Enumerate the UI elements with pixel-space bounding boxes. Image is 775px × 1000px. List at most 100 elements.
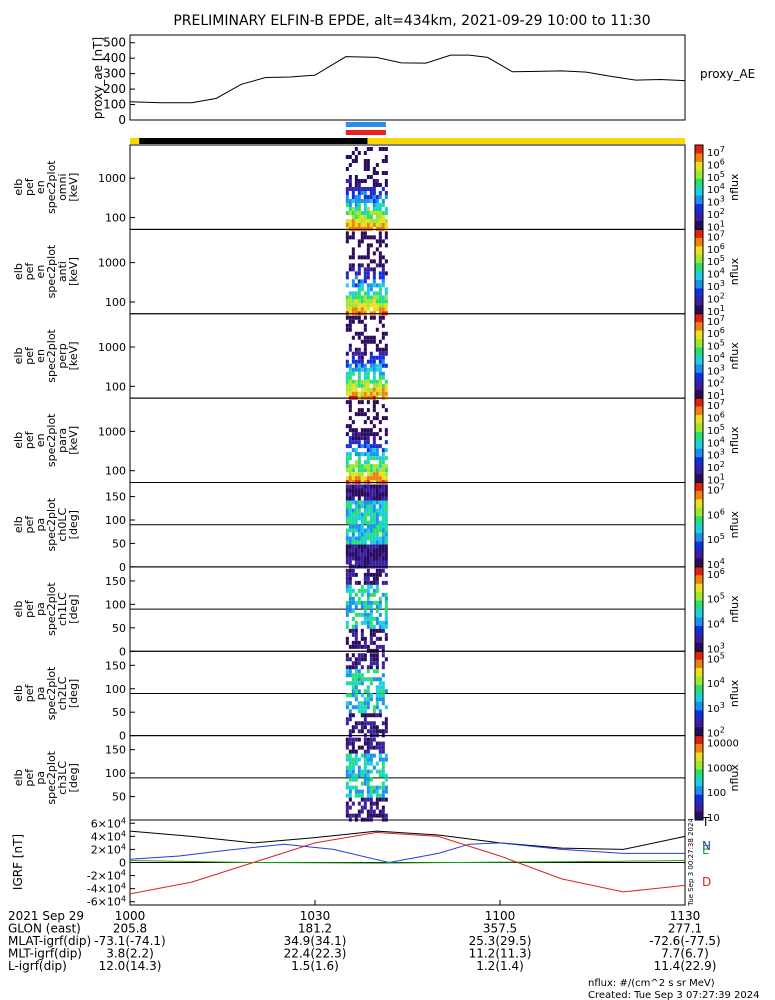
spectrogram-cell	[357, 516, 361, 521]
spectrogram-cell	[351, 440, 355, 445]
spectrogram-cell	[378, 456, 382, 461]
spectrogram-cell	[378, 709, 382, 714]
spectrogram-cell	[354, 195, 358, 199]
spectrogram-cell	[360, 287, 364, 292]
spectrogram-cell	[372, 275, 376, 280]
colorbar-tick-label: 103	[707, 641, 725, 655]
spectrogram-cell	[369, 628, 373, 633]
spectrogram-cell	[366, 283, 370, 288]
spectrogram-cell	[363, 187, 367, 191]
spectrogram-cell	[360, 436, 364, 441]
spectrogram-panel-6: 150100500elbpefpaspec2plotch2LC[deg]1051…	[12, 650, 741, 743]
spectrogram-cell	[381, 484, 385, 489]
spectrogram-cell	[378, 697, 382, 702]
colorbar-tick-label: 102	[707, 726, 725, 740]
spectrogram-cell	[381, 528, 385, 533]
spectrogram-cell	[354, 155, 358, 159]
spectrogram-cell	[369, 809, 373, 814]
spectrogram-cell	[360, 552, 364, 557]
spectrogram-cell	[357, 307, 361, 312]
spectrogram-cell	[345, 363, 349, 368]
spectrogram-cell	[369, 777, 373, 782]
spectrogram-cell	[363, 604, 367, 609]
colorbar-segment	[695, 461, 703, 467]
spectrogram-cell	[366, 745, 370, 750]
spectrogram-cell	[348, 560, 352, 565]
spectrogram-cell	[378, 235, 382, 240]
spectrogram-cell	[354, 203, 358, 207]
colorbar-segment	[695, 803, 703, 808]
spectrogram-cell	[354, 725, 358, 730]
spectrogram-cell	[348, 363, 352, 368]
spectrogram-cell	[363, 279, 367, 284]
spectrogram-cell	[357, 492, 361, 497]
spectrogram-cell	[354, 303, 358, 308]
spectrogram-cell	[378, 283, 382, 288]
spectrogram-cell	[381, 504, 385, 509]
spectrogram-cell	[360, 721, 364, 726]
spectrogram-cell	[348, 404, 352, 409]
spectrogram-cell	[363, 677, 367, 682]
spectrogram-cell	[381, 255, 385, 260]
spectrogram-cell	[345, 508, 349, 513]
ae-ytick-label: 0	[118, 113, 126, 127]
colorbar-segment	[695, 482, 703, 488]
colorbar-segment	[695, 233, 703, 239]
spectrogram-ylabel-line: ch2LC	[56, 676, 69, 710]
spectrogram-cell	[360, 657, 364, 662]
spectrogram-cell	[378, 693, 382, 698]
spectrogram-cell	[351, 448, 355, 453]
spectrogram-cell	[378, 428, 382, 433]
spectrogram-cell	[384, 636, 388, 641]
spectrogram-cell	[354, 347, 358, 352]
spectrogram-cell	[348, 665, 352, 670]
spectrogram-cell	[378, 211, 382, 215]
spectrogram-cell	[357, 793, 361, 798]
spectrogram-cell	[369, 476, 373, 481]
spectrogram-cell	[375, 512, 379, 517]
spectrogram-cell	[366, 359, 370, 364]
spectrogram-cell	[372, 303, 376, 308]
spectrogram-cell	[348, 576, 352, 581]
spectrogram-cell	[351, 151, 355, 155]
spectrogram-cell	[345, 191, 349, 195]
spectrogram-cell	[351, 428, 355, 433]
spectrogram-cell	[369, 472, 373, 477]
spectrogram-cell	[345, 745, 349, 750]
spectrogram-cell	[381, 387, 385, 392]
spectrogram-cell	[357, 801, 361, 806]
spectrogram-cell	[384, 552, 388, 557]
colorbar-segment	[695, 798, 703, 804]
spectrogram-cell	[348, 187, 352, 191]
spectrogram-cell	[351, 283, 355, 288]
spectrogram-cell	[378, 291, 382, 296]
ephemeris-value: -72.6(-77.5)	[649, 934, 720, 948]
spectrogram-cell	[351, 628, 355, 633]
colorbar-segment	[695, 452, 703, 458]
spectrogram-cell	[372, 375, 376, 380]
colorbar-segment	[695, 621, 703, 627]
spectrogram-cell	[378, 681, 382, 686]
spectrogram-cell	[351, 749, 355, 754]
spectrogram-cell	[372, 532, 376, 537]
spectrogram-cell	[384, 303, 388, 308]
spectrogram-cell	[381, 159, 385, 163]
spectrogram-cell	[348, 584, 352, 589]
spectrogram-cell	[369, 432, 373, 437]
spectrogram-ylabel-line: [deg]	[67, 763, 80, 792]
colorbar-tick-label: 107	[707, 398, 725, 412]
spectrogram-cell	[378, 351, 382, 356]
ephemeris-value: 25.3(29.5)	[469, 934, 532, 948]
spectrogram-cell	[375, 508, 379, 513]
spectrogram-ylabel-line: [deg]	[67, 510, 80, 539]
spectrogram-cell	[366, 781, 370, 786]
spectrogram-cell	[381, 685, 385, 690]
spectrogram-cell	[345, 584, 349, 589]
spectrogram-cell	[384, 492, 388, 497]
spectrogram-cell	[345, 460, 349, 465]
spectrogram-cell	[360, 532, 364, 537]
spectrogram-cell	[357, 291, 361, 296]
spectrogram-cell	[372, 416, 376, 421]
spectrogram-cell	[375, 661, 379, 666]
spectrogram-cell	[354, 669, 358, 674]
